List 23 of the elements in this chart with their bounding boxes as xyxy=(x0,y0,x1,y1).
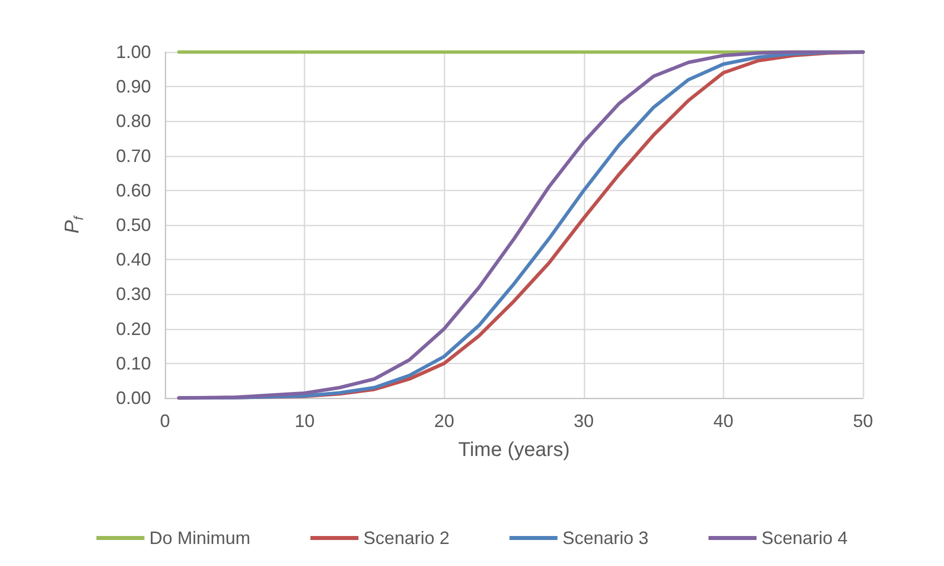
legend-label: Do Minimum xyxy=(149,528,250,548)
legend-label: Scenario 2 xyxy=(363,528,450,548)
y-axis-title: Pf xyxy=(62,215,86,234)
x-tick-label: 30 xyxy=(574,411,594,431)
y-tick-label: 0.90 xyxy=(116,76,151,97)
y-tick-label: 0.80 xyxy=(116,111,151,132)
y-tick-label: 0.40 xyxy=(116,250,151,270)
y-tick-label: 1.00 xyxy=(116,42,151,62)
x-tick-label: 50 xyxy=(852,411,874,431)
y-tick-label: 0.70 xyxy=(116,146,151,166)
x-tick-label: 0 xyxy=(160,411,170,431)
x-axis-title: Time (years) xyxy=(458,439,570,461)
y-tick-label: 0.00 xyxy=(116,388,151,408)
y-tick-label: 0.10 xyxy=(116,353,151,374)
y-tick-label: 0.30 xyxy=(116,284,151,304)
legend-label: Scenario 4 xyxy=(762,528,848,548)
y-tick-label: 0.60 xyxy=(116,180,151,200)
x-tick-label: 40 xyxy=(713,411,734,431)
y-tick-label: 0.50 xyxy=(116,215,151,235)
legend-label: Scenario 3 xyxy=(562,528,649,548)
x-tick-label: 20 xyxy=(434,411,454,431)
x-tick-label: 10 xyxy=(294,411,315,431)
y-tick-label: 0.20 xyxy=(116,318,151,339)
